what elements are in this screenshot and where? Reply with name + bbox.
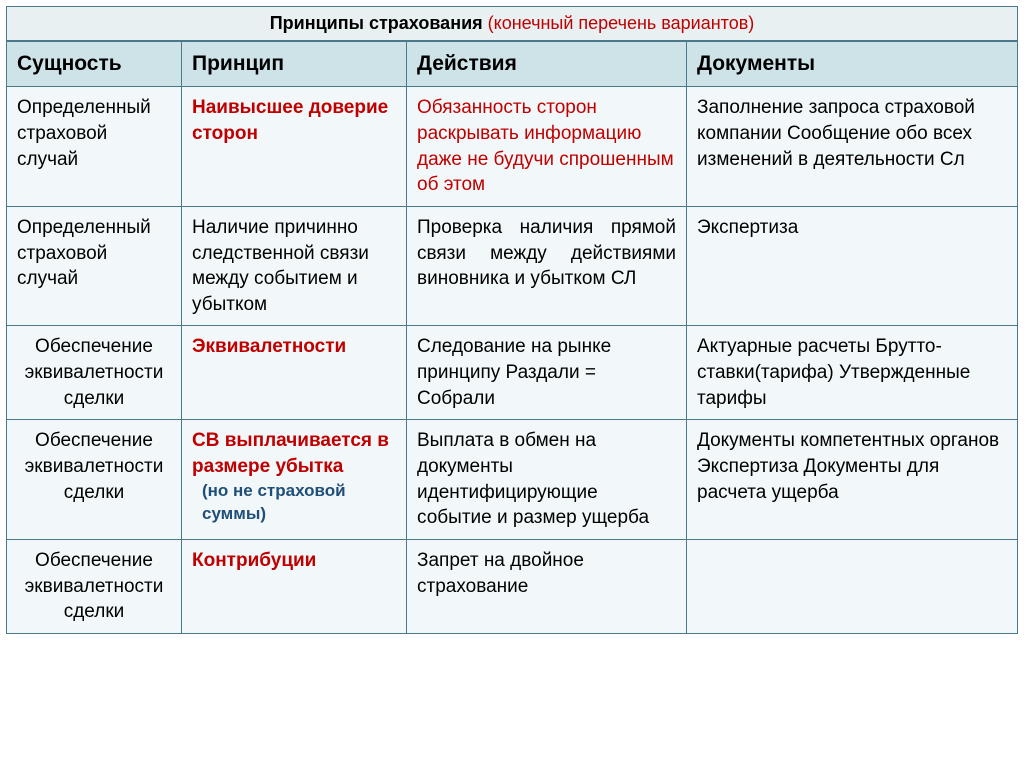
cell-essence: Обеспечение эквивалетности сделки: [7, 326, 182, 420]
principle-text: Контрибуции: [192, 550, 316, 571]
principle-note: (но не страховой суммы): [192, 480, 396, 526]
table-row: Обеспечение эквивалетности сделки Контри…: [7, 539, 1018, 633]
principle-text: Эквивалетности: [192, 336, 346, 357]
cell-docs: [687, 539, 1018, 633]
header-actions: Действия: [407, 42, 687, 87]
title-main: Принципы страхования: [270, 13, 488, 33]
header-row: Сущность Принцип Действия Документы: [7, 42, 1018, 87]
cell-principle: СВ выплачивается в размере убытка (но не…: [182, 420, 407, 540]
cell-essence: Обеспечение эквивалетности сделки: [7, 539, 182, 633]
cell-docs: Документы компетентных органов Экспертиз…: [687, 420, 1018, 540]
table-row: Определенный страховой случай Наличие пр…: [7, 206, 1018, 326]
header-principle: Принцип: [182, 42, 407, 87]
cell-actions: Выплата в обмен на документы идентифицир…: [407, 420, 687, 540]
header-essence: Сущность: [7, 42, 182, 87]
cell-actions: Обязанность сторон раскрывать информацию…: [407, 87, 687, 207]
cell-actions: Следование на рынке принципу Раздали = С…: [407, 326, 687, 420]
table-row: Обеспечение эквивалетности сделки Эквива…: [7, 326, 1018, 420]
table-body: Определенный страховой случай Наивысшее …: [7, 87, 1018, 634]
cell-actions: Запрет на двойное страхование: [407, 539, 687, 633]
cell-principle: Наивысшее доверие сторон: [182, 87, 407, 207]
cell-docs: Актуарные расчеты Брутто-ставки(тарифа) …: [687, 326, 1018, 420]
cell-essence: Определенный страховой случай: [7, 87, 182, 207]
principle-text: Наивысшее доверие сторон: [192, 97, 388, 144]
principle-text: СВ выплачивается в размере убытка: [192, 430, 389, 477]
cell-essence: Определенный страховой случай: [7, 206, 182, 326]
cell-principle: Контрибуции: [182, 539, 407, 633]
insurance-principles-table: Принципы страхования (конечный перечень …: [6, 6, 1018, 634]
table-row: Определенный страховой случай Наивысшее …: [7, 87, 1018, 207]
cell-docs: Экспертиза: [687, 206, 1018, 326]
cell-principle: Эквивалетности: [182, 326, 407, 420]
title-sub: (конечный перечень вариантов): [488, 13, 755, 33]
cell-actions: Проверка наличия прямой связи между дейс…: [407, 206, 687, 326]
cell-docs: Заполнение запроса страховой компании Со…: [687, 87, 1018, 207]
header-documents: Документы: [687, 42, 1018, 87]
actions-text: Обязанность сторон раскрывать информацию…: [417, 97, 674, 195]
table-title: Принципы страхования (конечный перечень …: [6, 6, 1018, 41]
cell-essence: Обеспечение эквивалетности сделки: [7, 420, 182, 540]
table-row: Обеспечение эквивалетности сделки СВ вып…: [7, 420, 1018, 540]
cell-principle: Наличие причинно следственной связи межд…: [182, 206, 407, 326]
principles-table: Сущность Принцип Действия Документы Опре…: [6, 41, 1018, 634]
